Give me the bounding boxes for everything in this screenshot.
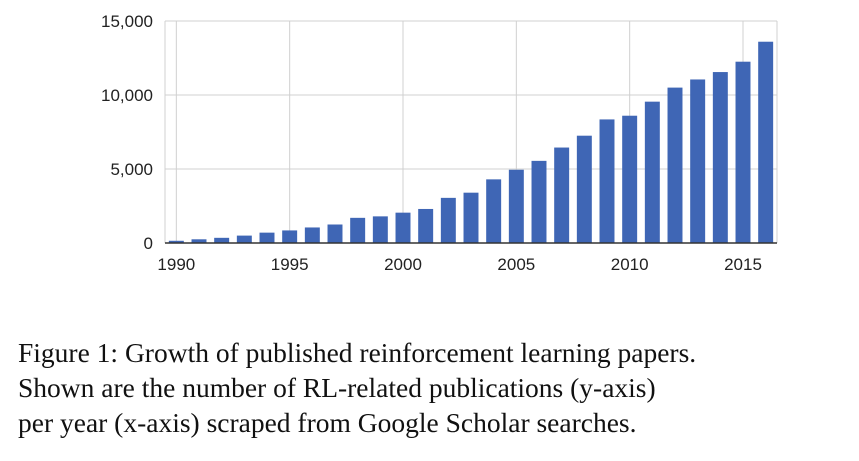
x-tick-label: 2000 <box>384 255 422 274</box>
bar-2016 <box>758 41 774 243</box>
bar-2004 <box>486 179 502 243</box>
figure-caption: Figure 1: Growth of published reinforcem… <box>18 335 848 440</box>
bar-1999 <box>372 216 388 243</box>
bars <box>168 41 774 244</box>
caption-line-1: Figure 1: Growth of published reinforcem… <box>18 337 697 368</box>
bar-2009 <box>599 119 615 243</box>
bar-2001 <box>418 208 434 243</box>
bar-2002 <box>440 197 456 243</box>
x-tick-label: 1990 <box>157 255 195 274</box>
bar-2013 <box>690 79 706 244</box>
bar-1998 <box>350 217 366 243</box>
bar-1990 <box>168 240 184 243</box>
y-tick-label: 0 <box>144 234 153 253</box>
grid-lines <box>164 20 778 243</box>
bar-1991 <box>191 239 207 243</box>
x-tick-label: 2010 <box>611 255 649 274</box>
bar-2000 <box>395 212 411 243</box>
y-tick-label: 10,000 <box>101 86 153 105</box>
bar-1997 <box>327 224 343 243</box>
caption-line-2: Shown are the number of RL-related publi… <box>18 372 656 403</box>
caption-line-3: per year (x-axis) scraped from Google Sc… <box>18 407 637 438</box>
x-tick-label: 2005 <box>497 255 535 274</box>
bar-2005 <box>508 169 524 243</box>
bar-2014 <box>712 72 728 243</box>
bar-2011 <box>644 101 660 243</box>
bar-2010 <box>622 115 638 243</box>
bar-2003 <box>463 192 479 243</box>
bar-2012 <box>667 87 683 243</box>
bar-2006 <box>531 160 547 243</box>
publication-bar-chart: 0 5,000 10,000 15,000 1990 1995 2000 2005 2010 20… <box>101 12 778 274</box>
bar-1993 <box>236 235 252 243</box>
tick-labels: 0 5,000 10,000 15,000 1990 1995 2000 2005 2010 20… <box>101 12 762 274</box>
bar-2007 <box>554 147 570 243</box>
bar-1996 <box>304 227 320 243</box>
bar-1992 <box>214 237 230 243</box>
x-tick-label: 2015 <box>724 255 762 274</box>
bar-1994 <box>259 232 275 243</box>
x-tick-label: 1995 <box>271 255 309 274</box>
y-tick-label: 15,000 <box>101 12 153 31</box>
bar-1995 <box>282 230 298 243</box>
y-tick-label: 5,000 <box>110 160 153 179</box>
bar-2015 <box>735 61 751 244</box>
bar-2008 <box>576 135 592 243</box>
